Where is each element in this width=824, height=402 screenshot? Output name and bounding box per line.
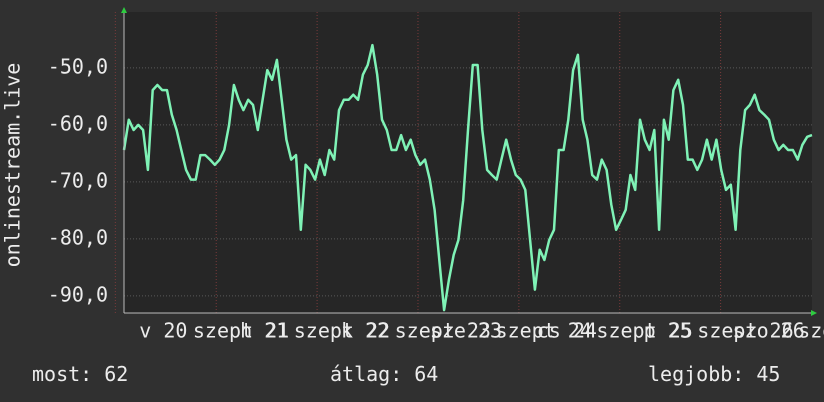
stat: legjobb: 45 bbox=[648, 362, 780, 386]
plot-area bbox=[124, 12, 812, 313]
stat: most: 62 bbox=[32, 362, 128, 386]
marks bbox=[122, 43, 813, 312]
x-tick-label: szept 24 bbox=[496, 319, 592, 343]
x-tick-label: szept 23 bbox=[395, 319, 491, 343]
stat-label: most: bbox=[32, 362, 92, 386]
stat-label: átlag: bbox=[330, 362, 402, 386]
stat-value: 64 bbox=[414, 362, 438, 386]
x-tick-label: cs 24 bbox=[537, 319, 597, 343]
x-tick-label: h 21 bbox=[240, 319, 288, 343]
y-tick-label: -70,0 bbox=[48, 168, 108, 192]
labels: -90,0-80,0-70,0-60,0-50,0v 20 h 21 k 22 sze… bbox=[32, 54, 824, 385]
x-tick-label: sze 23 bbox=[430, 319, 502, 343]
x-tick-label: szept 22 bbox=[294, 319, 390, 343]
data-line bbox=[122, 43, 813, 312]
y-tick-label: -60,0 bbox=[48, 111, 108, 135]
x-tick-label: szept 25 bbox=[596, 319, 692, 343]
axis-arrow bbox=[121, 7, 127, 13]
x-tick-label: szept 26 bbox=[697, 319, 793, 343]
stat-value: 45 bbox=[756, 362, 780, 386]
x-tick-label: szept 27 bbox=[798, 319, 824, 343]
y-tick-label: -80,0 bbox=[48, 225, 108, 249]
x-tick-label: k 22 bbox=[341, 319, 389, 343]
axis-arrow bbox=[811, 310, 817, 316]
y-tick-label: -50,0 bbox=[48, 54, 108, 78]
x-tick-label: p 25 bbox=[644, 319, 692, 343]
x-tick-label: szo 26 bbox=[732, 319, 804, 343]
stat-value: 62 bbox=[104, 362, 128, 386]
x-tick-label: szept 21 bbox=[193, 319, 289, 343]
y-tick-label: -90,0 bbox=[48, 282, 108, 306]
x-tick-label: v 20 bbox=[139, 319, 187, 343]
stat: átlag: 64 bbox=[330, 362, 438, 386]
y-axis-label: onlinestream.live bbox=[1, 63, 25, 268]
stat-label: legjobb: bbox=[648, 362, 744, 386]
